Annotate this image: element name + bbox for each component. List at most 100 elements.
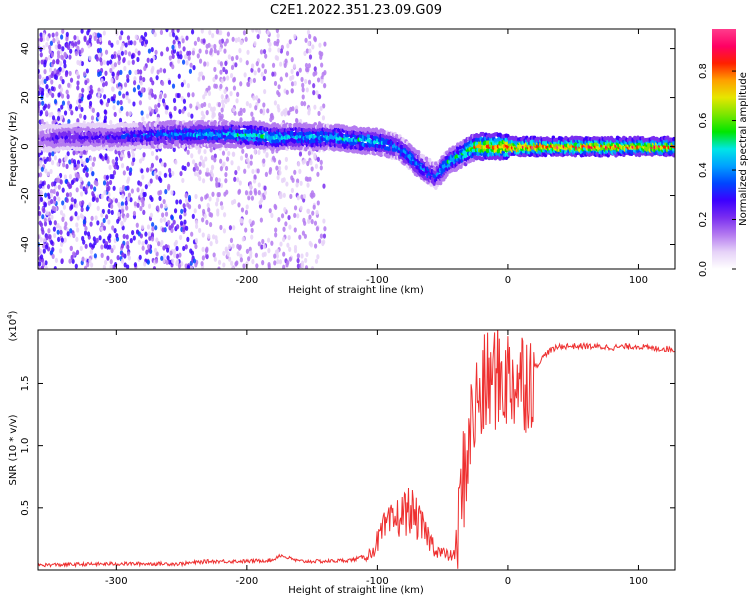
spectrogram-cell xyxy=(121,184,126,191)
spectrogram-cell xyxy=(268,208,272,214)
spectrogram-cell xyxy=(291,106,295,112)
spectrogram-cell xyxy=(224,171,228,178)
spectrogram-cell xyxy=(198,161,202,167)
spectrogram-cell xyxy=(171,258,175,264)
spectrogram-cell xyxy=(117,150,121,156)
spectrogram-cell xyxy=(193,208,197,214)
spectrogram-cell xyxy=(227,244,232,250)
spectrogram-cell xyxy=(86,94,91,100)
spectrogram-cell xyxy=(99,98,103,105)
spectrogram-cell xyxy=(301,87,305,93)
spectrogram-cell xyxy=(213,157,217,163)
spectrogram-cell xyxy=(98,47,103,53)
spectrogram-cell xyxy=(126,244,130,250)
spectrogram-cell xyxy=(239,155,244,161)
spectrogram-cell xyxy=(124,42,128,48)
spectrogram-cell xyxy=(159,217,163,224)
spectrogram-cell xyxy=(167,219,171,226)
spectrogram-cell xyxy=(207,90,212,97)
spectrogram-cell xyxy=(70,110,74,116)
spectrogram-cell xyxy=(129,197,133,203)
spectrogram-cell xyxy=(164,203,168,209)
spectrogram-cell xyxy=(323,70,327,76)
spectrogram-cell xyxy=(282,264,286,269)
spectrogram-cell xyxy=(102,180,107,186)
spectrogram-cell xyxy=(55,177,59,183)
spectrogram-cell xyxy=(231,36,235,42)
spectrogram-cell xyxy=(251,29,255,33)
spectrogram-cell xyxy=(189,265,194,269)
spectrogram-cell xyxy=(247,195,251,201)
spectrogram-cell xyxy=(38,107,41,113)
spectrogram-cell xyxy=(80,158,84,165)
spectrogram-cell xyxy=(212,106,216,112)
spectrogram-cell xyxy=(79,245,83,252)
spectrogram-cell xyxy=(130,188,134,194)
spectrogram-cell xyxy=(39,109,44,115)
spectrogram-cell xyxy=(255,61,259,67)
spectrogram-cell xyxy=(120,163,125,169)
spectrogram-cell xyxy=(82,149,86,155)
spectrogram-cell xyxy=(148,105,152,112)
spectrogram-cell xyxy=(57,184,61,190)
spectrogram-cell xyxy=(125,205,129,211)
spectrogram-cell xyxy=(224,178,228,184)
spectrogram-cell xyxy=(182,245,186,252)
spectrogram-cell xyxy=(240,207,245,213)
spectrogram-cell xyxy=(302,101,307,107)
spectrogram-cell xyxy=(178,252,182,258)
spectrogram-cell xyxy=(302,217,306,223)
spectrogram-cell xyxy=(39,52,43,58)
spectrogram-cell xyxy=(183,219,187,225)
spectrogram-cell xyxy=(51,92,55,98)
spectrogram-cell xyxy=(270,112,274,118)
spectrogram-cell xyxy=(176,224,180,230)
spectrogram-cell xyxy=(107,219,111,225)
spectrogram-cell xyxy=(306,182,310,188)
spectrogram-cell xyxy=(45,42,49,48)
spectrogram-cell xyxy=(203,61,207,67)
spectrogram-cell xyxy=(61,79,65,85)
spectrogram-cell xyxy=(74,106,79,112)
spectrogram-cell xyxy=(160,161,164,167)
spectrogram-cell xyxy=(313,66,317,72)
spectrogram-cell xyxy=(218,46,222,53)
spectrogram-cell xyxy=(53,232,57,239)
spectrogram-cell xyxy=(323,41,327,47)
spectrogram-cell xyxy=(279,76,283,82)
spectrogram-cell xyxy=(308,240,312,246)
spectrogram-cell xyxy=(183,165,187,172)
spectrogram-cell xyxy=(89,262,94,268)
spectrogram-cell xyxy=(50,52,55,58)
spectrogram-cell xyxy=(116,218,120,224)
spectrogram-cell xyxy=(126,185,130,191)
spectrogram-cell xyxy=(157,102,161,108)
spectrogram-cell xyxy=(55,31,59,37)
spectrogram-cell xyxy=(142,152,146,158)
spectrogram-cell xyxy=(245,261,249,267)
spectrogram-cell xyxy=(231,265,235,269)
spectrogram-cell xyxy=(49,168,53,175)
spectrogram-cell xyxy=(68,54,72,60)
spectrogram-cell xyxy=(222,250,226,256)
spectrogram-cell xyxy=(205,254,209,260)
spectrogram-cell xyxy=(53,206,57,212)
spectrogram-cell xyxy=(273,253,277,259)
spectrogram-cell xyxy=(118,86,122,92)
spectrogram-cell xyxy=(201,232,205,238)
spectrogram-cell xyxy=(46,171,50,177)
spectrogram-cell xyxy=(308,48,312,54)
spectrogram-cell xyxy=(185,225,189,231)
spectrogram-cell xyxy=(224,60,228,66)
spectrogram-cell xyxy=(75,203,79,209)
spectrogram-cell xyxy=(97,93,101,99)
spectrogram-cell xyxy=(223,191,227,197)
spectrogram-cell xyxy=(314,243,318,249)
spectrogram-cell xyxy=(80,206,84,213)
spectrogram-cell xyxy=(184,197,189,204)
spectrogram-cell xyxy=(84,165,88,171)
spectrogram-cell xyxy=(219,69,223,75)
spectrogram-cell xyxy=(82,219,86,225)
spectrogram-cell xyxy=(213,43,217,50)
spectrogram-cell xyxy=(275,41,279,47)
